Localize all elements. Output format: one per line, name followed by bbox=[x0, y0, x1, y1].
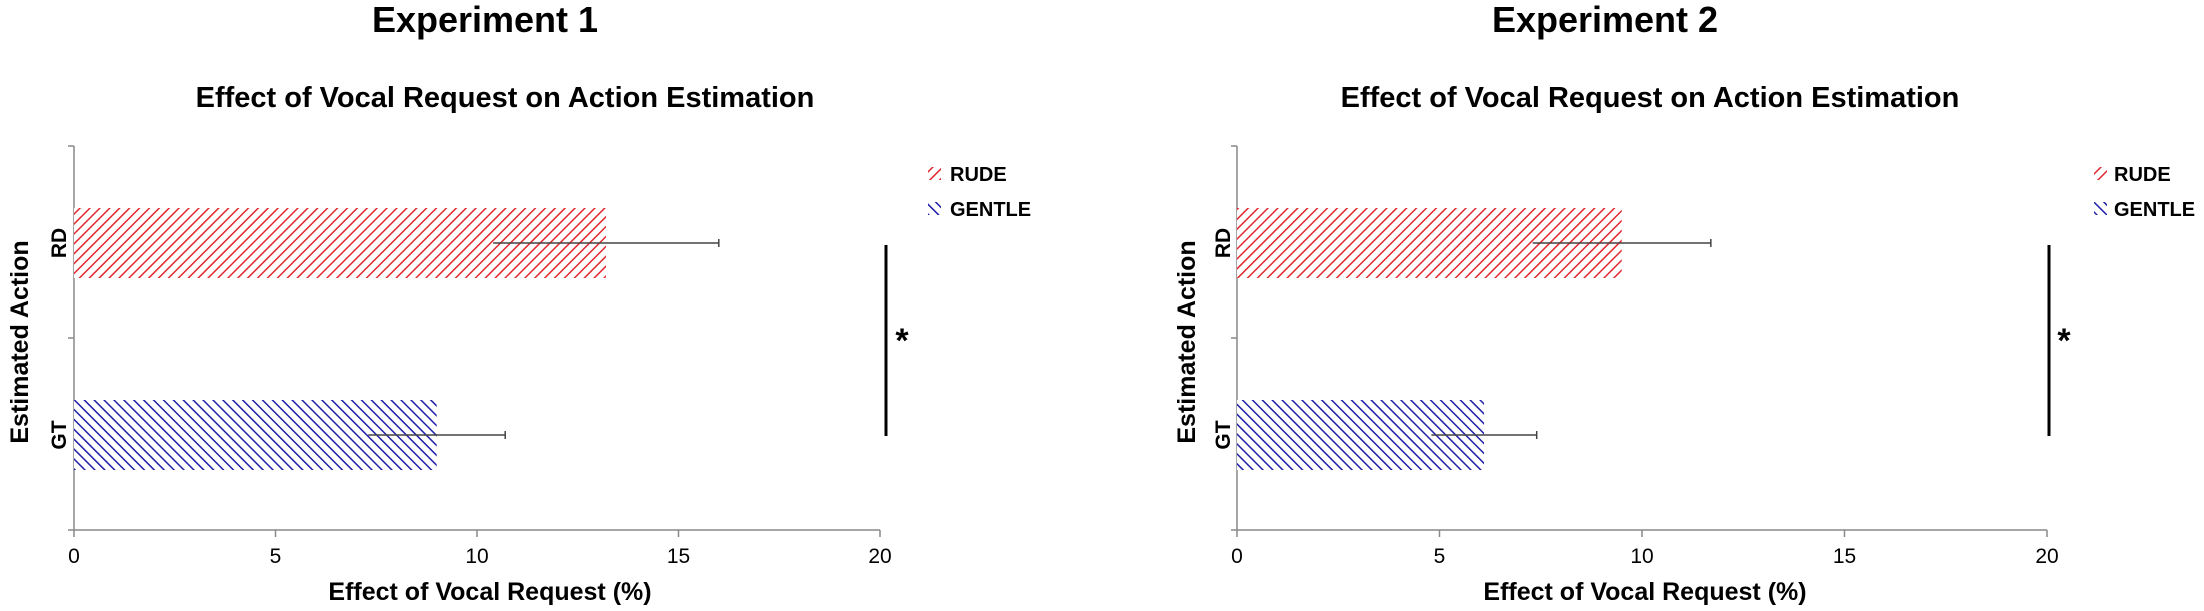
legend-label-gentle: GENTLE bbox=[2114, 199, 2195, 221]
y-axis-label: Estimated Action bbox=[6, 240, 34, 443]
chart-title: Effect of Vocal Request on Action Estima… bbox=[1341, 82, 1960, 114]
x-axis-label: Effect of Vocal Request (%) bbox=[1483, 578, 1806, 606]
legend-swatch-rude bbox=[2094, 167, 2107, 180]
legend-label-rude: RUDE bbox=[2114, 164, 2171, 186]
category-label-rd: RD bbox=[48, 228, 71, 258]
x-tick-label: 20 bbox=[2035, 545, 2058, 568]
x-ticks: 0 5 10 15 20 bbox=[68, 530, 892, 568]
legend: RUDE GENTLE bbox=[2094, 164, 2195, 221]
legend-label-rude: RUDE bbox=[950, 164, 1007, 186]
category-label-gt: GT bbox=[48, 420, 71, 449]
category-label-rd: RD bbox=[1212, 228, 1235, 258]
chart-panel-1: Experiment 1 Effect of Vocal Request on … bbox=[6, 0, 1031, 606]
chart-panel-2: Experiment 2 Effect of Vocal Request on … bbox=[1173, 0, 2195, 606]
x-tick-label: 5 bbox=[1434, 545, 1446, 568]
y-axis-label: Estimated Action bbox=[1173, 240, 1201, 443]
x-axis-label: Effect of Vocal Request (%) bbox=[328, 578, 651, 606]
chart-title: Effect of Vocal Request on Action Estima… bbox=[196, 82, 815, 114]
legend-swatch-gentle bbox=[928, 202, 941, 215]
x-tick-label: 0 bbox=[68, 545, 80, 568]
x-tick-label: 5 bbox=[270, 545, 282, 568]
legend-swatch-gentle bbox=[2094, 202, 2107, 215]
legend-label-gentle: GENTLE bbox=[950, 199, 1031, 221]
x-tick-label: 10 bbox=[1630, 545, 1653, 568]
category-label-gt: GT bbox=[1212, 420, 1235, 449]
x-ticks: 0 5 10 15 20 bbox=[1231, 530, 2059, 568]
figure: Experiment 1 Effect of Vocal Request on … bbox=[0, 0, 2204, 611]
x-tick-label: 15 bbox=[1833, 545, 1856, 568]
x-tick-label: 10 bbox=[465, 545, 488, 568]
x-tick-label: 0 bbox=[1231, 545, 1243, 568]
legend: RUDE GENTLE bbox=[928, 164, 1031, 221]
x-tick-label: 15 bbox=[667, 545, 690, 568]
significance-marker: * bbox=[895, 322, 909, 360]
legend-swatch-rude bbox=[928, 167, 941, 180]
x-tick-label: 20 bbox=[868, 545, 891, 568]
panel-title: Experiment 2 bbox=[1492, 0, 1718, 40]
significance-marker: * bbox=[2057, 322, 2071, 360]
panel-title: Experiment 1 bbox=[372, 0, 598, 40]
